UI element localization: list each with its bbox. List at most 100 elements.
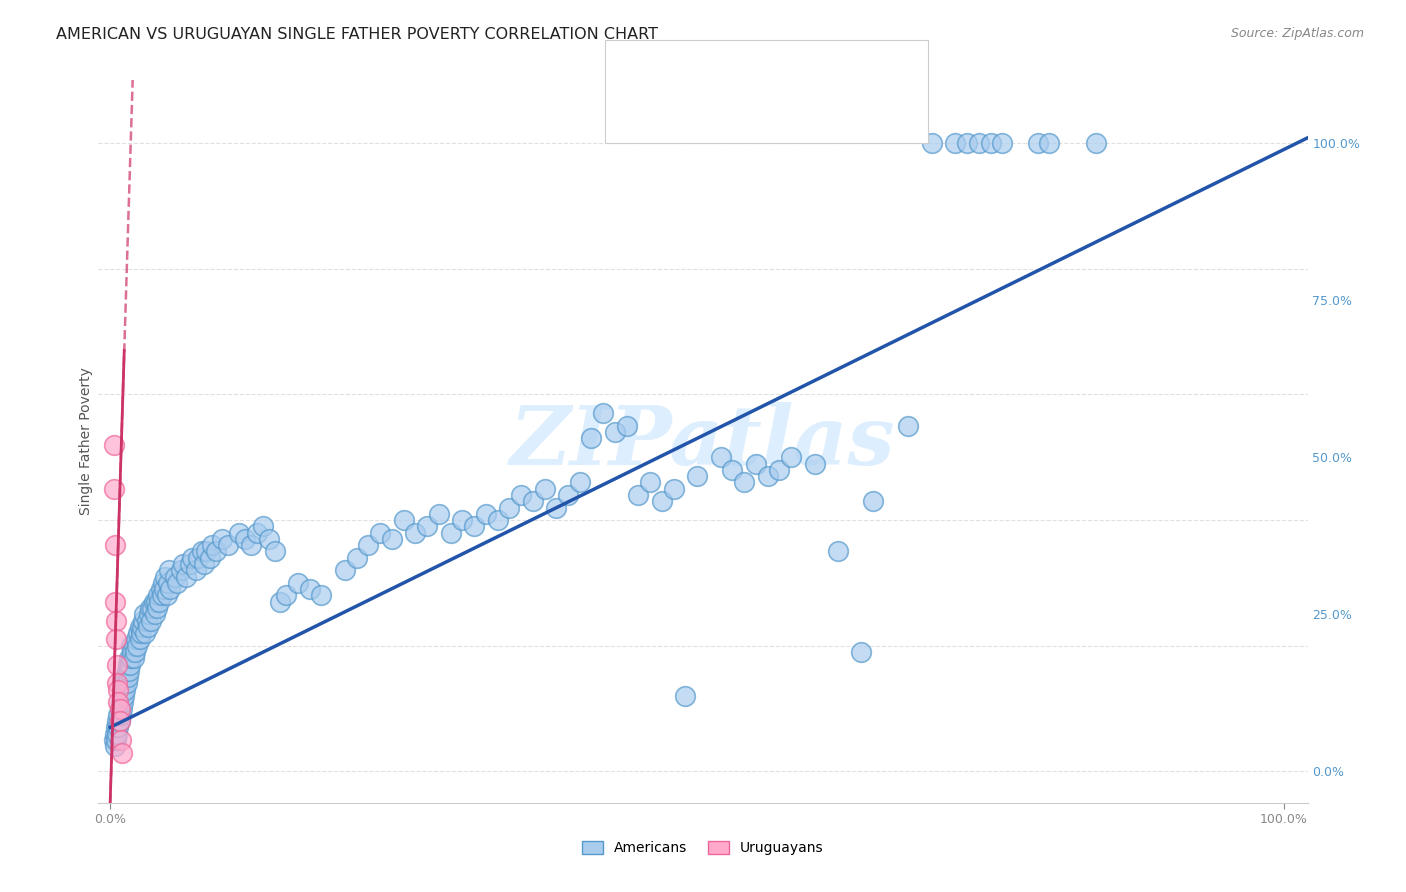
Point — [252, 519, 274, 533]
Point — [427, 507, 450, 521]
Point — [103, 438, 125, 452]
Point — [127, 626, 149, 640]
Point — [132, 614, 155, 628]
Point — [122, 639, 145, 653]
Point — [851, 645, 873, 659]
Point — [381, 532, 404, 546]
Point — [862, 494, 884, 508]
Point — [105, 632, 128, 647]
Point — [153, 582, 176, 597]
Point — [105, 614, 128, 628]
Point — [522, 494, 544, 508]
Point — [111, 746, 134, 760]
Point — [190, 544, 212, 558]
Point — [287, 575, 309, 590]
Point — [195, 544, 218, 558]
Point — [980, 136, 1002, 150]
Point — [111, 701, 134, 715]
Point — [131, 620, 153, 634]
Point — [921, 136, 943, 150]
Point — [120, 651, 142, 665]
Point — [276, 589, 298, 603]
Point — [733, 475, 755, 490]
Point — [1038, 136, 1060, 150]
Point — [416, 519, 439, 533]
Point — [198, 550, 221, 565]
Point — [127, 639, 149, 653]
Point — [104, 595, 127, 609]
Point — [166, 575, 188, 590]
Point — [662, 482, 685, 496]
Point — [745, 457, 768, 471]
Point — [193, 557, 215, 571]
Point — [945, 136, 967, 150]
Point — [187, 550, 209, 565]
Point — [134, 607, 156, 622]
Point — [112, 695, 135, 709]
Point — [956, 136, 979, 150]
Point — [152, 575, 174, 590]
Point — [124, 645, 146, 659]
Point — [107, 707, 129, 722]
Point — [129, 626, 152, 640]
Point — [155, 589, 177, 603]
Point — [149, 582, 172, 597]
Text: 0.821: 0.821 — [696, 104, 740, 118]
Point — [169, 563, 191, 577]
Point — [141, 614, 163, 628]
Point — [991, 136, 1014, 150]
Point — [136, 620, 159, 634]
Point — [172, 557, 194, 571]
Point — [112, 682, 135, 697]
Point — [240, 538, 263, 552]
Point — [105, 657, 128, 672]
Point — [138, 607, 160, 622]
Text: AMERICAN VS URUGUAYAN SINGLE FATHER POVERTY CORRELATION CHART: AMERICAN VS URUGUAYAN SINGLE FATHER POVE… — [56, 27, 658, 42]
Point — [122, 651, 145, 665]
Point — [616, 418, 638, 433]
Point — [105, 676, 128, 690]
Point — [184, 563, 207, 577]
Point — [103, 482, 125, 496]
Point — [148, 589, 170, 603]
Point — [211, 532, 233, 546]
Point — [592, 406, 614, 420]
Text: 14: 14 — [820, 104, 839, 118]
Point — [108, 701, 131, 715]
Point — [176, 569, 198, 583]
Point — [125, 632, 148, 647]
Point — [710, 450, 733, 465]
Point — [546, 500, 568, 515]
Point — [463, 519, 485, 533]
Point — [103, 733, 125, 747]
Point — [510, 488, 533, 502]
Point — [780, 450, 803, 465]
Point — [105, 733, 128, 747]
Point — [114, 670, 136, 684]
Point — [110, 707, 132, 722]
Point — [357, 538, 380, 552]
Point — [111, 689, 134, 703]
Point — [721, 463, 744, 477]
Point — [120, 639, 142, 653]
Point — [686, 469, 709, 483]
Point — [104, 727, 127, 741]
Point — [115, 664, 138, 678]
Point — [179, 557, 201, 571]
Point — [581, 431, 603, 445]
Text: Source: ZipAtlas.com: Source: ZipAtlas.com — [1230, 27, 1364, 40]
Point — [404, 525, 426, 540]
Point — [155, 569, 177, 583]
Point — [246, 525, 269, 540]
Point — [157, 563, 180, 577]
Point — [105, 714, 128, 728]
Bar — [621, 57, 651, 87]
Point — [118, 651, 141, 665]
Point — [134, 626, 156, 640]
Point — [117, 657, 139, 672]
Point — [311, 589, 333, 603]
Point — [143, 607, 166, 622]
Point — [1085, 136, 1108, 150]
Point — [333, 563, 356, 577]
Text: R =: R = — [659, 104, 690, 118]
